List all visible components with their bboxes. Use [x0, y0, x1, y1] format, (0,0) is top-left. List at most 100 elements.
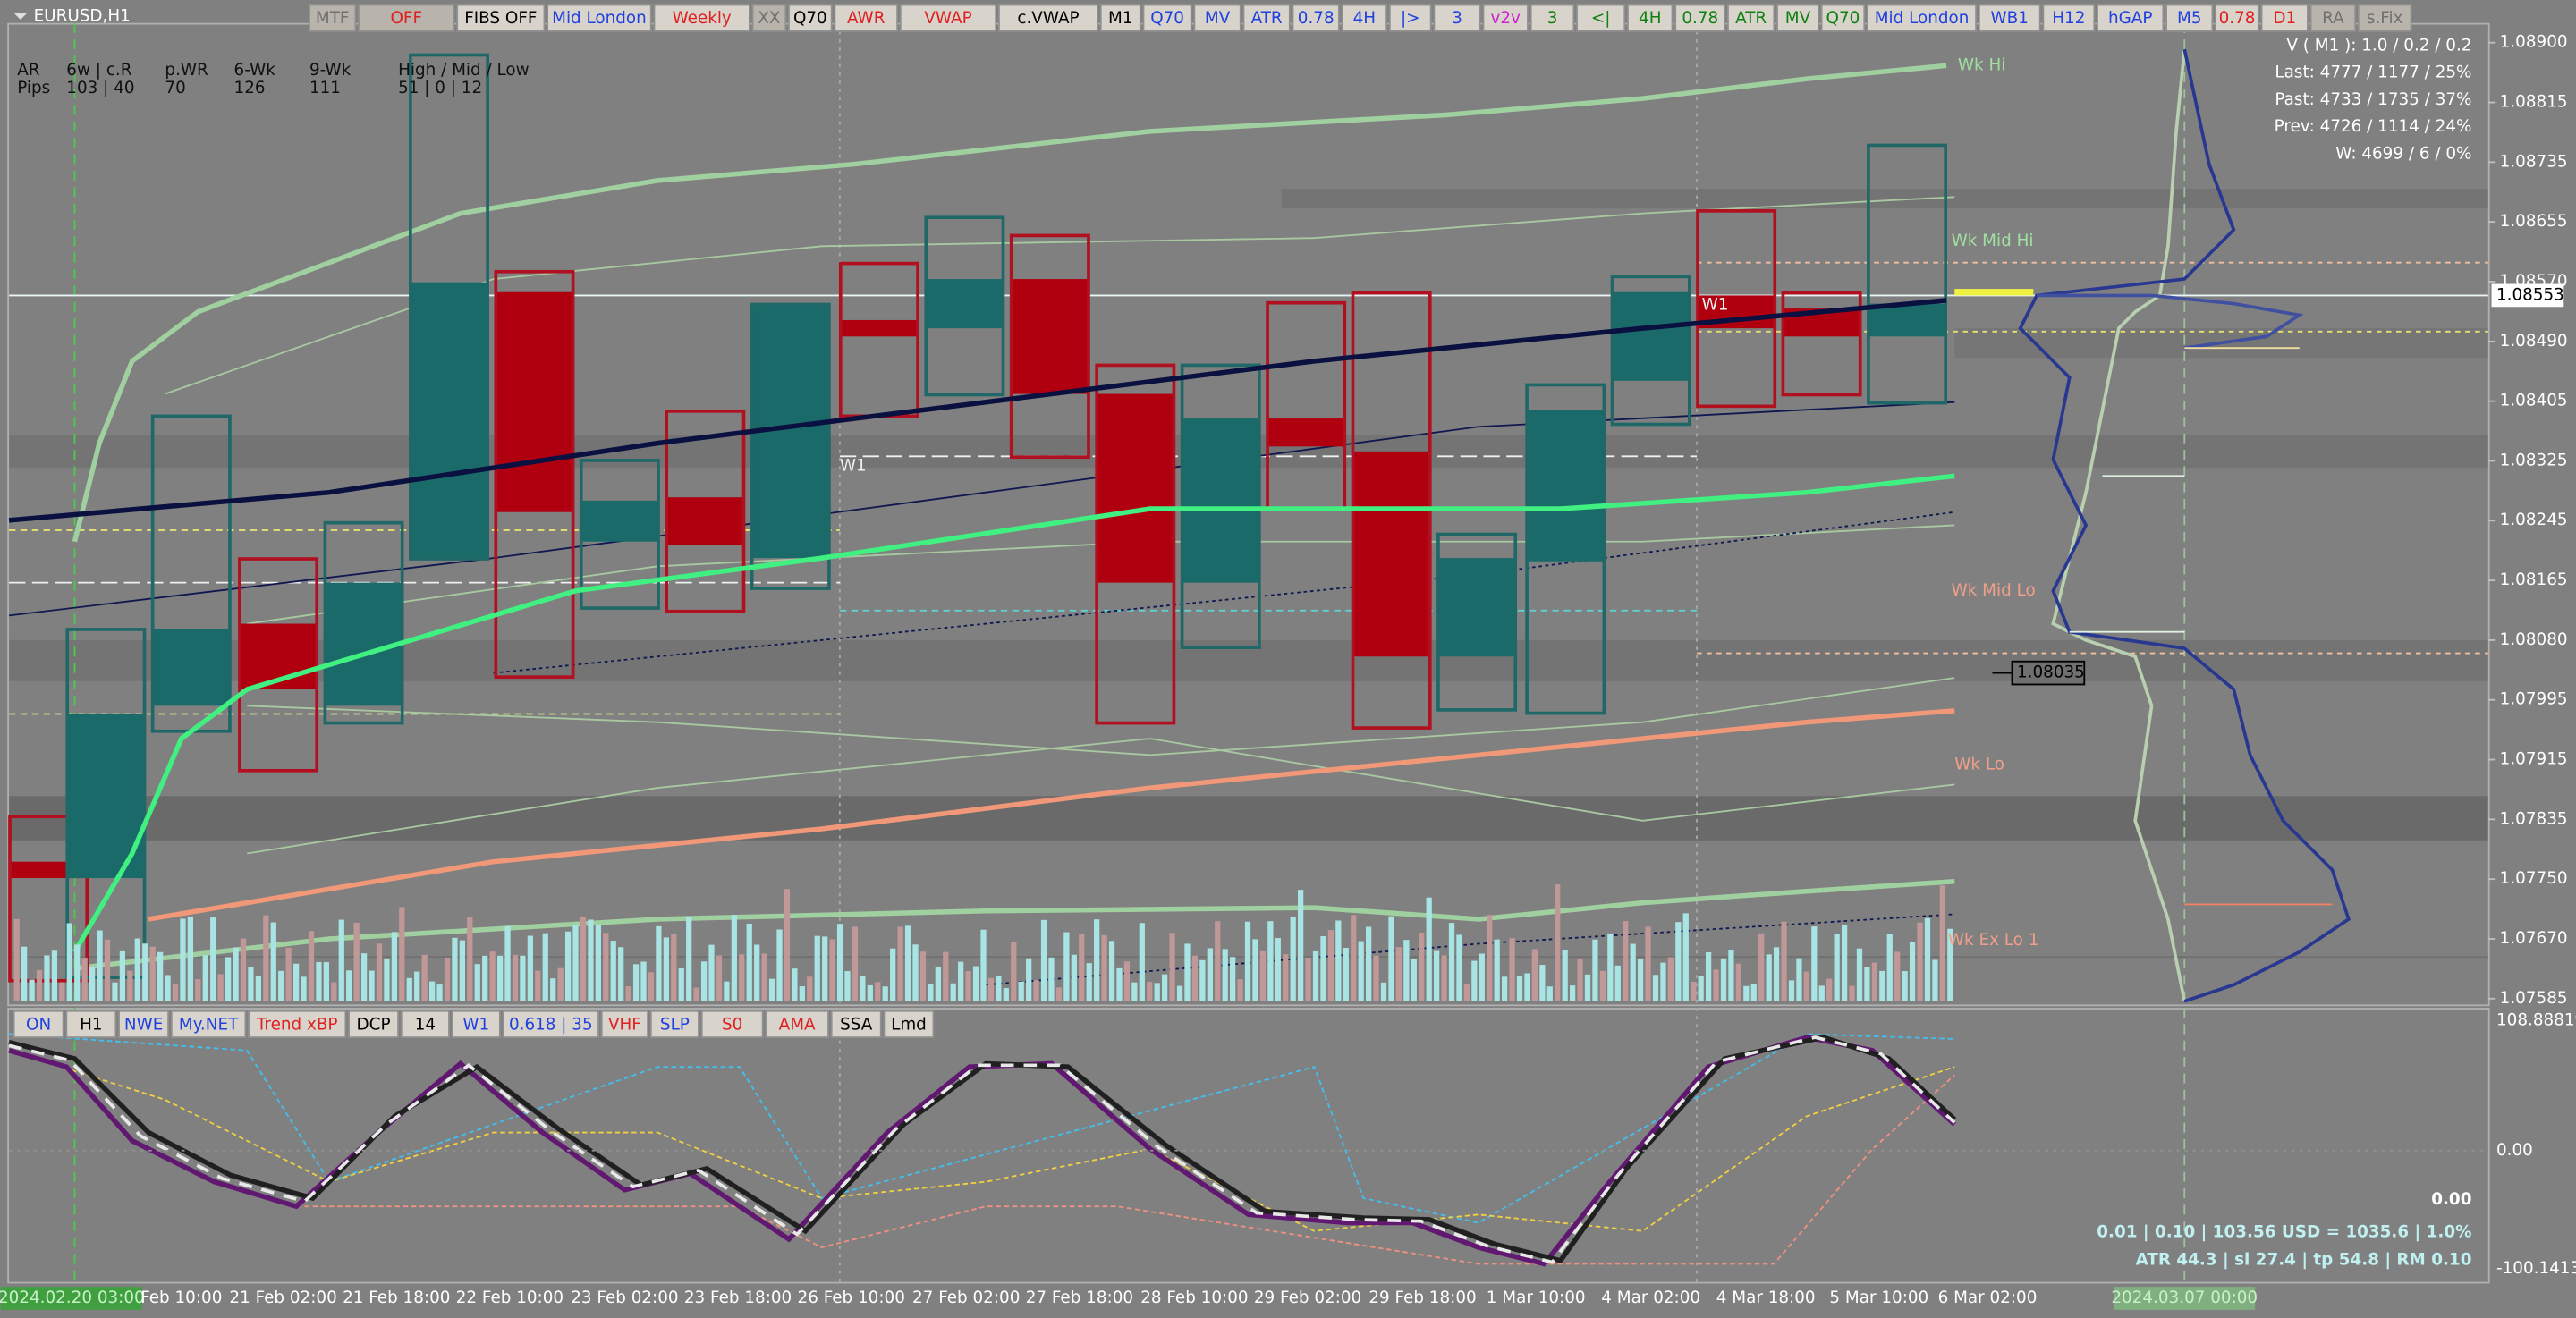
toolbar-button-label[interactable]: XX: [758, 9, 780, 28]
toolbar-button-label[interactable]: W1: [462, 1015, 489, 1034]
toolbar-button[interactable]: [2215, 4, 2259, 32]
toolbar-button[interactable]: [830, 1010, 882, 1039]
toolbar-button[interactable]: [788, 4, 833, 32]
toolbar-button-label[interactable]: D1: [2273, 9, 2296, 28]
toolbar-button[interactable]: [1193, 4, 1241, 32]
toolbar-button[interactable]: [883, 1010, 935, 1039]
toolbar-button[interactable]: [1433, 4, 1481, 32]
toolbar-button[interactable]: [547, 4, 652, 32]
toolbar-button-label[interactable]: AMA: [779, 1015, 816, 1034]
toolbar-button-label[interactable]: c.VWAP: [1017, 9, 1079, 28]
toolbar-button[interactable]: [751, 4, 787, 32]
toolbar-button-label[interactable]: Mid London: [1875, 9, 1970, 28]
toolbar-button-label[interactable]: M1: [1108, 9, 1132, 28]
toolbar-button[interactable]: [13, 1010, 64, 1039]
toolbar-button-label[interactable]: NWE: [124, 1015, 163, 1034]
toolbar-button[interactable]: [600, 1010, 649, 1039]
toolbar-button[interactable]: [1627, 4, 1674, 32]
toolbar-button[interactable]: [998, 4, 1098, 32]
toolbar-button[interactable]: [2042, 4, 2096, 32]
toolbar-button[interactable]: [1341, 4, 1388, 32]
toolbar-button[interactable]: [2097, 4, 2165, 32]
toolbar-button-label[interactable]: v2v: [1491, 9, 1521, 28]
toolbar-button-label[interactable]: 0.78: [1682, 9, 1718, 28]
toolbar-button-label[interactable]: s.Fix: [2367, 9, 2403, 28]
toolbar-button-label[interactable]: Weekly: [673, 9, 732, 28]
toolbar-button-label[interactable]: 0.78: [1298, 9, 1335, 28]
toolbar-button-label[interactable]: MTF: [316, 9, 350, 28]
toolbar-button-label[interactable]: VHF: [608, 1015, 641, 1034]
toolbar-button[interactable]: [170, 1010, 247, 1039]
toolbar-button-label[interactable]: DCP: [357, 1015, 391, 1034]
toolbar-button-label[interactable]: 14: [415, 1015, 436, 1034]
toolbar-button[interactable]: [2357, 4, 2412, 32]
toolbar-button-label[interactable]: SSA: [840, 1015, 873, 1034]
toolbar-button-label[interactable]: Q70: [793, 9, 827, 28]
toolbar-button-label[interactable]: Q70: [1150, 9, 1184, 28]
toolbar-button[interactable]: [1530, 4, 1575, 32]
toolbar-button[interactable]: [358, 4, 455, 32]
toolbar-button[interactable]: [309, 4, 357, 32]
toolbar-button[interactable]: [2260, 4, 2309, 32]
toolbar-button[interactable]: [1242, 4, 1291, 32]
toolbar-button-label[interactable]: 3: [1547, 9, 1558, 28]
toolbar-button[interactable]: [502, 1010, 599, 1039]
toolbar-button-label[interactable]: My.NET: [179, 1015, 239, 1034]
toolbar-button[interactable]: [1388, 4, 1432, 32]
toolbar-button-label[interactable]: ATR: [1735, 9, 1767, 28]
toolbar-button-label[interactable]: MV: [1205, 9, 1231, 28]
toolbar-button-label[interactable]: |>: [1401, 9, 1420, 28]
toolbar-button-label[interactable]: Lmd: [891, 1015, 927, 1034]
toolbar-button[interactable]: [1867, 4, 1978, 32]
toolbar-button-label[interactable]: ON: [26, 1015, 51, 1034]
toolbar-button-label[interactable]: 4H: [1639, 9, 1661, 28]
toolbar-button-label[interactable]: hGAP: [2108, 9, 2152, 28]
menu-arrow[interactable]: [13, 13, 28, 21]
toolbar-button-label[interactable]: SLP: [660, 1015, 690, 1034]
toolbar-button[interactable]: [649, 1010, 699, 1039]
toolbar-button-label[interactable]: VWAP: [924, 9, 971, 28]
toolbar-button-label[interactable]: Q70: [1826, 9, 1860, 28]
toolbar-button[interactable]: [348, 1010, 400, 1039]
toolbar-button-label[interactable]: H12: [2052, 9, 2085, 28]
toolbar-button-label[interactable]: MV: [1785, 9, 1811, 28]
toolbar-button[interactable]: [1776, 4, 1819, 32]
toolbar-button-label[interactable]: Mid London: [552, 9, 647, 28]
toolbar-button[interactable]: [451, 1010, 501, 1039]
toolbar-button[interactable]: [700, 1010, 764, 1039]
toolbar-button-label[interactable]: <|: [1591, 9, 1611, 28]
toolbar-button[interactable]: [2309, 4, 2357, 32]
toolbar-button[interactable]: [1292, 4, 1340, 32]
toolbar-button-label[interactable]: AWR: [847, 9, 886, 28]
toolbar-button[interactable]: [1482, 4, 1529, 32]
toolbar-button[interactable]: [400, 1010, 450, 1039]
toolbar-button[interactable]: [456, 4, 546, 32]
toolbar-button[interactable]: [1576, 4, 1626, 32]
toolbar-button-label[interactable]: H1: [80, 1015, 102, 1034]
toolbar-button[interactable]: [1099, 4, 1141, 32]
toolbar-button-label[interactable]: S0: [722, 1015, 742, 1034]
toolbar-button-label[interactable]: M5: [2177, 9, 2201, 28]
toolbar-button[interactable]: [1820, 4, 1866, 32]
toolbar-button[interactable]: [118, 1010, 170, 1039]
toolbar-button-label[interactable]: 4H: [1353, 9, 1376, 28]
toolbar-button-label[interactable]: RA: [2322, 9, 2344, 28]
toolbar-button[interactable]: [1978, 4, 2041, 32]
toolbar-button[interactable]: [834, 4, 899, 32]
toolbar-button[interactable]: [1727, 4, 1775, 32]
toolbar-button[interactable]: [1674, 4, 1726, 32]
toolbar-button-label[interactable]: 3: [1452, 9, 1462, 28]
toolbar-button[interactable]: [899, 4, 997, 32]
toolbar-button-label[interactable]: 0.618 | 35: [509, 1015, 593, 1034]
toolbar-button-label[interactable]: Trend xBP: [256, 1015, 338, 1034]
toolbar-button[interactable]: [248, 1010, 347, 1039]
toolbar-button-label[interactable]: 0.78: [2219, 9, 2256, 28]
toolbar-button[interactable]: [653, 4, 750, 32]
toolbar-button[interactable]: [765, 1010, 829, 1039]
toolbar-button-label[interactable]: FIBS OFF: [464, 9, 537, 28]
toolbar-button-label[interactable]: ATR: [1251, 9, 1283, 28]
toolbar-button-label[interactable]: OFF: [391, 9, 423, 28]
toolbar-button-label[interactable]: WB1: [1991, 9, 2029, 28]
toolbar-button[interactable]: [2165, 4, 2214, 32]
toolbar-button[interactable]: [65, 1010, 117, 1039]
